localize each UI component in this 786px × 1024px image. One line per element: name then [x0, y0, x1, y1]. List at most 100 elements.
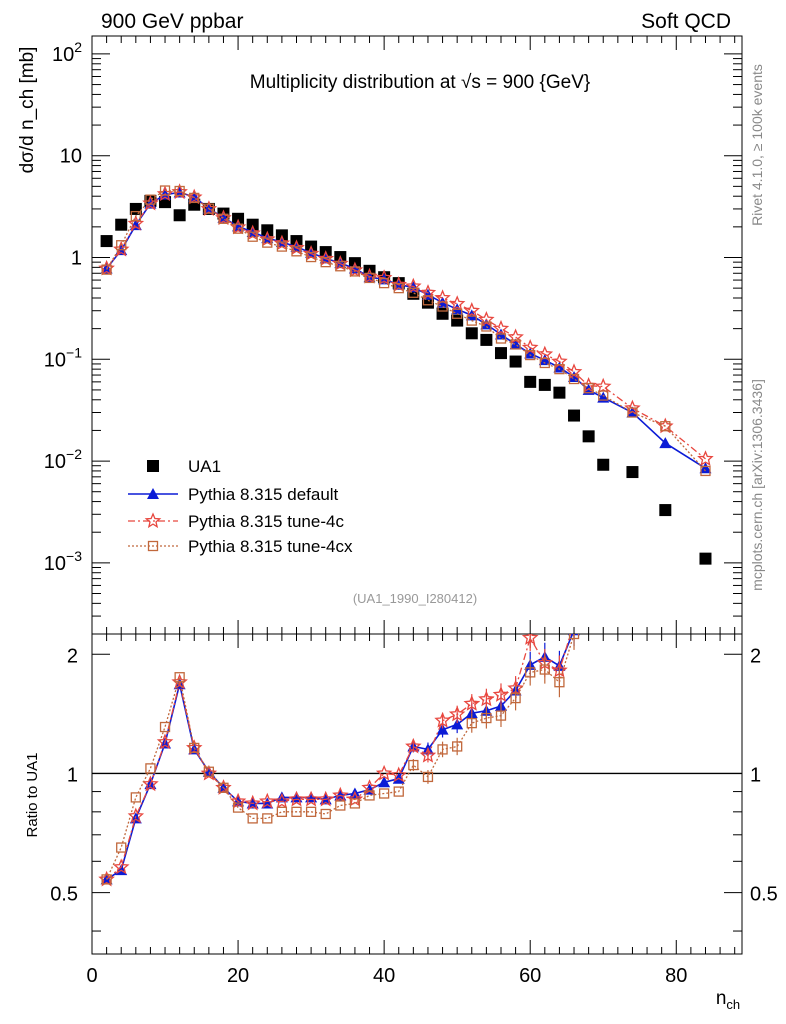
- ratio-point-2: [305, 806, 317, 817]
- ratio-y-tick-label: 2: [750, 645, 761, 667]
- ua1-point: [173, 209, 186, 222]
- ratio-point-2: [466, 717, 477, 729]
- ua1-point: [699, 552, 712, 565]
- series-point-2: [317, 250, 335, 266]
- ratio-point-2: [510, 692, 521, 704]
- ratio-point-1: [127, 807, 145, 824]
- series-point-2: [288, 239, 305, 256]
- ratio-data-marks: [98, 616, 581, 887]
- series-point-3: [510, 339, 521, 350]
- ratio-point-2: [349, 798, 361, 809]
- ratio-point-1: [434, 711, 451, 728]
- ratio-line-2: [106, 634, 575, 880]
- ratio-point-2: [203, 766, 215, 777]
- ua1-point: [659, 504, 672, 517]
- series-point-3: [660, 421, 671, 432]
- series-point-3: [116, 240, 127, 251]
- ratio-y-tick-label: 0.5: [50, 884, 78, 906]
- series-point-3: [554, 363, 565, 375]
- series-point-3: [481, 321, 492, 332]
- ratio-point-2: [276, 806, 288, 817]
- ua1-point: [100, 235, 113, 248]
- ratio-point-1: [521, 634, 539, 645]
- rivet-label: Rivet 4.1.0, ≥ 100k events: [749, 64, 765, 226]
- series-point-3: [218, 213, 229, 224]
- y-tick-label: 10: [60, 146, 82, 168]
- legend: UA1 Pythia 8.315 default Pythia 8.315 tune…: [128, 457, 353, 556]
- series-point-3: [422, 295, 434, 306]
- ratio-point-1: [244, 794, 261, 811]
- x-tick-label: 80: [665, 965, 687, 987]
- ratio-point-2: [364, 790, 375, 801]
- ratio-plot-frame: [91, 633, 743, 955]
- ratio-point-1: [346, 790, 364, 807]
- main-axis-ticks: 10−3 10−2 10−1 1 10 102: [44, 36, 742, 635]
- y-tick-label: 102: [52, 39, 82, 66]
- legend-marker: [147, 488, 159, 499]
- ratio-point-2: [525, 667, 536, 678]
- x-tick-label: 0: [86, 965, 97, 987]
- series-point-3: [232, 223, 244, 234]
- series-point-3: [583, 383, 594, 394]
- ua1-point: [465, 327, 478, 340]
- ratio-point-2: [130, 792, 141, 803]
- legend-label: Pythia 8.315 tune-4cx: [188, 537, 353, 556]
- ratio-point-1: [258, 792, 276, 809]
- ratio-point-2: [437, 744, 448, 755]
- series-point-1: [538, 354, 551, 366]
- series-point-1: [524, 347, 537, 359]
- series-line-3: [106, 189, 706, 472]
- series-point-3: [335, 261, 346, 272]
- series-point-3: [495, 333, 507, 344]
- ratio-point-1: [492, 686, 510, 702]
- ua1-point: [494, 347, 507, 360]
- series-point-3: [203, 203, 215, 214]
- series-point-3: [291, 246, 302, 257]
- ratio-y-tick-label: 1: [67, 764, 78, 786]
- ratio-point-2: [452, 741, 463, 752]
- ua1-point: [246, 218, 259, 231]
- x-tick-label: 20: [227, 965, 249, 987]
- y-tick-label: 10−3: [44, 548, 82, 575]
- series-point-3: [408, 287, 419, 298]
- series-point-2: [697, 450, 714, 466]
- ratio-point-1: [478, 690, 495, 707]
- ratio-line-0: [106, 634, 574, 881]
- series-point-2: [492, 319, 510, 336]
- ratio-point-2: [408, 759, 419, 771]
- legend-marker: [147, 540, 159, 552]
- ua1-point: [451, 314, 464, 327]
- series-point-3: [101, 264, 112, 275]
- main-title: Multiplicity distribution at √s = 900 {G…: [250, 72, 590, 93]
- series-point-2: [595, 377, 612, 394]
- legend-label: Pythia 8.315 default: [188, 485, 339, 504]
- ratio-point-1: [448, 705, 466, 722]
- series-point-2: [624, 399, 641, 416]
- series-point-3: [364, 272, 375, 284]
- header-right: Soft QCD: [641, 10, 731, 33]
- analysis-id: (UA1_1990_I280412): [353, 591, 477, 606]
- ratio-point-1: [142, 775, 159, 792]
- ratio-point-2: [189, 742, 200, 754]
- series-point-3: [393, 282, 404, 294]
- series-line-1: [105, 191, 706, 469]
- ratio-point-2: [116, 842, 127, 853]
- series-point-3: [452, 308, 463, 319]
- ratio-point-2: [378, 788, 390, 799]
- ratio-point-1: [567, 616, 580, 629]
- ratio-point-2: [335, 800, 346, 811]
- ua1-point: [582, 430, 595, 443]
- ratio-point-2: [232, 802, 244, 813]
- series-point-3: [378, 277, 390, 289]
- ua1-point: [597, 458, 610, 471]
- x-axis-label: nch: [716, 988, 740, 1012]
- ratio-y-tick-label: 0.5: [750, 884, 778, 906]
- x-tick-label: 60: [519, 965, 541, 987]
- header-left: 900 GeV ppbar: [101, 10, 243, 33]
- y-tick-label: 10−2: [44, 446, 82, 473]
- ratio-point-1: [419, 746, 437, 763]
- ratio-point-2: [320, 808, 331, 820]
- ratio-point-2: [218, 782, 229, 793]
- ratio-point-1: [390, 766, 407, 783]
